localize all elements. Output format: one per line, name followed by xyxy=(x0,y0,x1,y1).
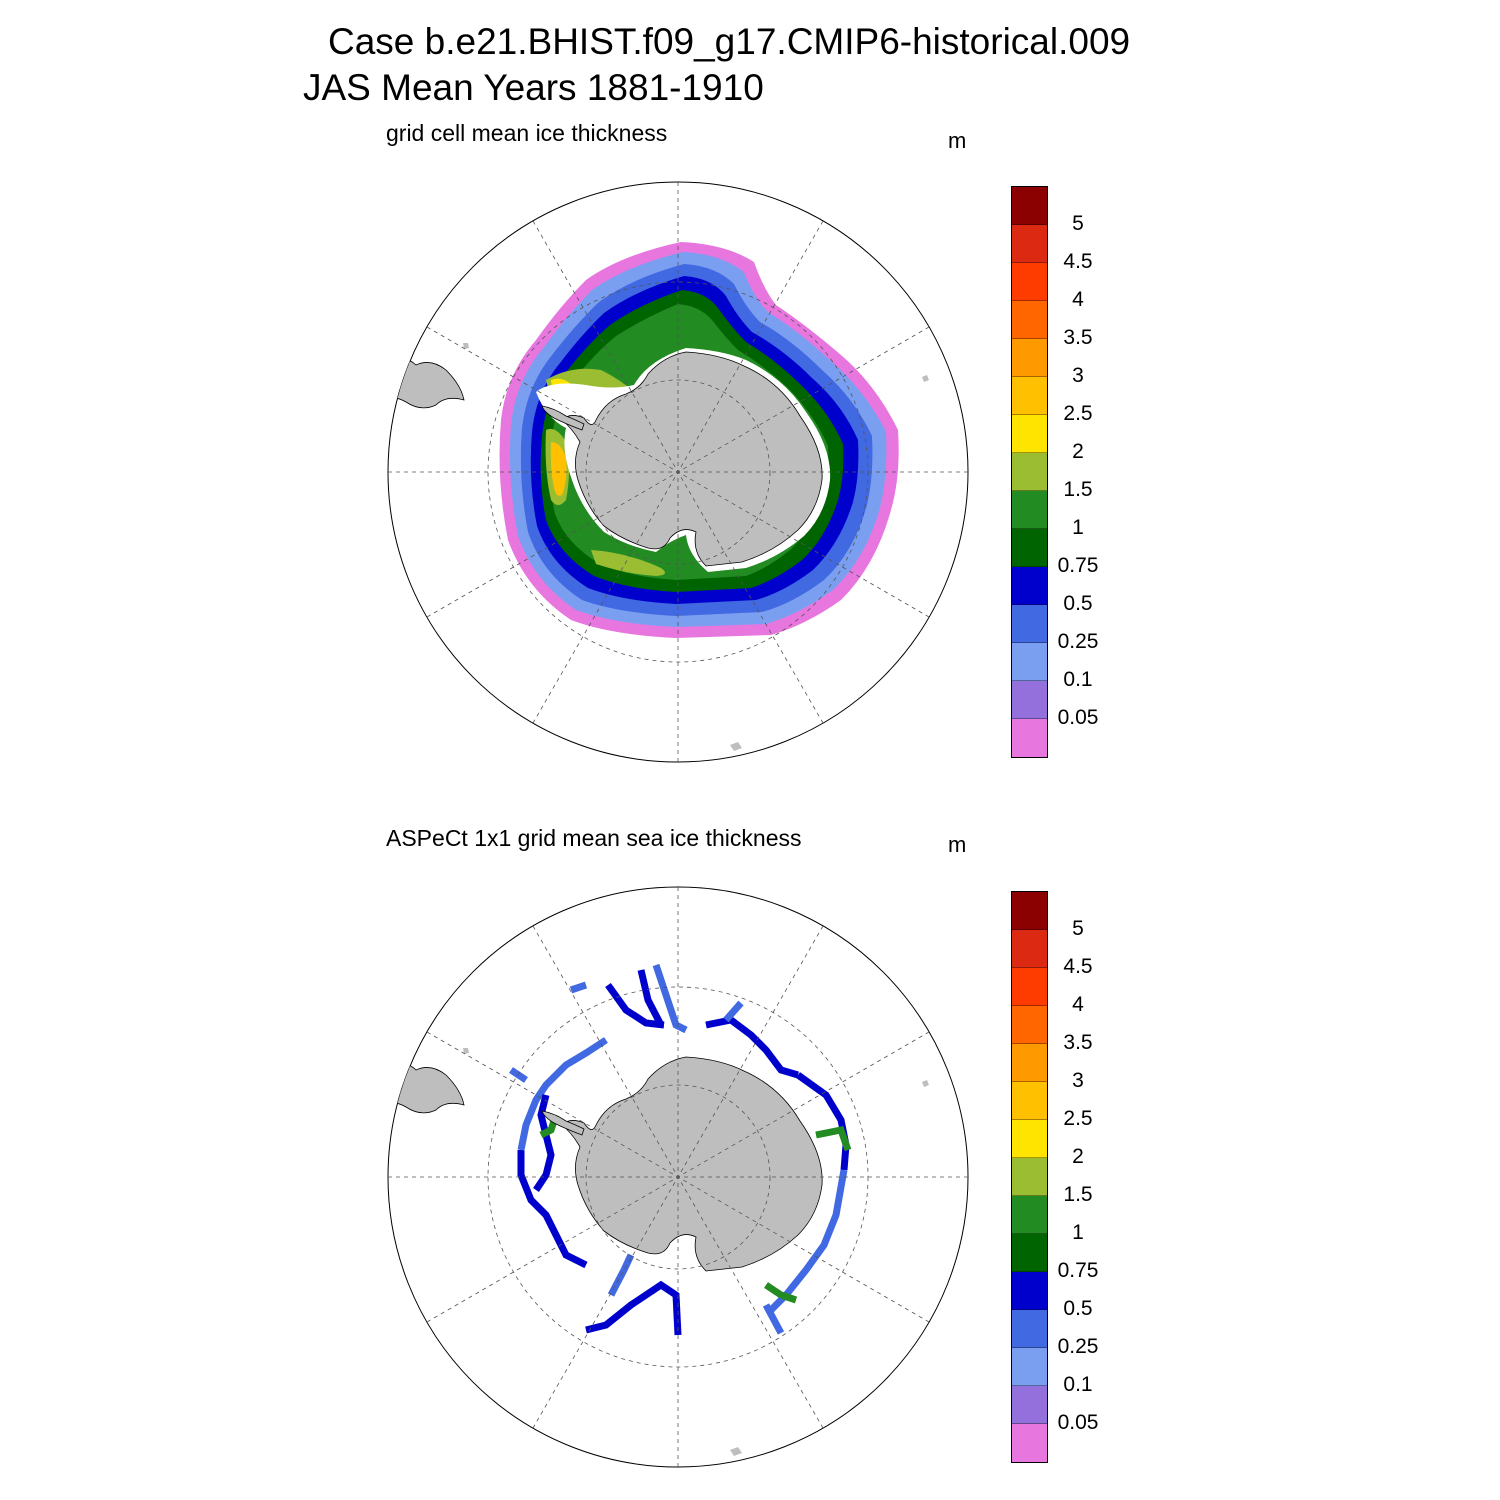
colorbar-swatch xyxy=(1012,1272,1047,1310)
colorbar-swatch xyxy=(1012,187,1047,225)
colorbar-level-label: 0.25 xyxy=(1057,630,1099,653)
colorbar-level-label: 0.05 xyxy=(1057,1411,1099,1434)
colorbar-swatch xyxy=(1012,681,1047,719)
colorbar-swatch xyxy=(1012,567,1047,605)
polar-map-model xyxy=(387,181,969,763)
small-island xyxy=(463,343,469,349)
colorbar-swatch xyxy=(1012,719,1047,757)
figure-title-line-1: Case b.e21.BHIST.f09_g17.CMIP6-historica… xyxy=(328,21,1131,62)
small-island xyxy=(730,1447,742,1456)
ship-track xyxy=(585,1280,682,1336)
colorbar-level-label: 2 xyxy=(1072,440,1084,463)
colorbar-swatch xyxy=(1012,1234,1047,1272)
colorbar-level-label: 0.05 xyxy=(1057,706,1099,729)
small-island xyxy=(922,375,929,382)
colorbar-level-label: 3.5 xyxy=(1063,326,1093,349)
ice-band-2-ross xyxy=(591,550,665,576)
ship-track xyxy=(509,1067,528,1083)
colorbar-level-label: 5 xyxy=(1072,212,1084,235)
colorbar-level-label: 2 xyxy=(1072,1145,1084,1168)
colorbar-level-label: 2.5 xyxy=(1063,1107,1093,1130)
colorbar-swatch xyxy=(1012,1082,1047,1120)
colorbar-level-label: 0.5 xyxy=(1063,592,1093,615)
colorbar-level-label: 0.75 xyxy=(1057,554,1099,577)
ship-track xyxy=(762,1303,785,1335)
colorbar-swatch xyxy=(1012,1044,1047,1082)
colorbar-level-label: 4 xyxy=(1072,993,1084,1016)
colorbar-swatch xyxy=(1012,930,1047,968)
colorbar-level-label: 4.5 xyxy=(1063,250,1093,273)
graticule xyxy=(388,887,968,1467)
ship-track xyxy=(605,982,665,1029)
ice-band-2.5-peninsula xyxy=(550,442,567,496)
colorbar-swatch xyxy=(1012,529,1047,567)
small-island xyxy=(463,1048,469,1054)
colorbar-swatch xyxy=(1012,1006,1047,1044)
colorbar-level-label: 3.5 xyxy=(1063,1031,1093,1054)
colorbar-level-label: 0.5 xyxy=(1063,1297,1093,1320)
colorbar-swatch xyxy=(1012,415,1047,453)
colorbar-swatch xyxy=(1012,643,1047,681)
colorbar-panel-1 xyxy=(1011,186,1048,758)
colorbar-swatch xyxy=(1012,301,1047,339)
antarctica-landmass xyxy=(561,351,823,567)
colorbar-swatch xyxy=(1012,1424,1047,1462)
antarctic-peninsula xyxy=(541,405,585,431)
colorbar-swatch xyxy=(1012,491,1047,529)
colorbar-level-label: 0.1 xyxy=(1063,668,1093,691)
antarctic-peninsula xyxy=(541,1110,585,1136)
colorbar-swatch xyxy=(1012,892,1047,930)
colorbar-swatch xyxy=(1012,263,1047,301)
ship-track xyxy=(795,1072,850,1171)
colorbar-swatch xyxy=(1012,1120,1047,1158)
colorbar-swatch xyxy=(1012,605,1047,643)
colorbar-panel-2 xyxy=(1011,891,1048,1463)
polar-map-observations xyxy=(387,886,969,1468)
ship-track xyxy=(569,981,588,994)
colorbar-swatch xyxy=(1012,1158,1047,1196)
colorbar-level-label: 1.5 xyxy=(1063,1183,1093,1206)
colorbar-level-label: 4.5 xyxy=(1063,955,1093,978)
colorbar-level-label: 0.25 xyxy=(1057,1335,1099,1358)
colorbar-level-label: 2.5 xyxy=(1063,402,1093,425)
ship-track xyxy=(607,1253,635,1297)
colorbar-level-label: 3 xyxy=(1072,364,1084,387)
colorbar-level-label: 4 xyxy=(1072,288,1084,311)
panel-1-label: grid cell mean ice thickness xyxy=(386,120,668,146)
colorbar-level-label: 1 xyxy=(1072,516,1084,539)
ship-track xyxy=(652,963,688,1034)
colorbar-level-label: 0.1 xyxy=(1063,1373,1093,1396)
colorbar-level-label: 5 xyxy=(1072,917,1084,940)
small-island xyxy=(730,742,742,751)
colorbar-swatch xyxy=(1012,453,1047,491)
colorbar-level-label: 0.75 xyxy=(1057,1259,1099,1282)
figure-title-line-2: JAS Mean Years 1881-1910 xyxy=(303,67,764,108)
colorbar-level-label: 3 xyxy=(1072,1069,1084,1092)
colorbar-swatch xyxy=(1012,968,1047,1006)
colorbar-swatch xyxy=(1012,1348,1047,1386)
panel-2-label: ASPeCt 1x1 grid mean sea ice thickness xyxy=(386,825,802,851)
colorbar-swatch xyxy=(1012,1310,1047,1348)
panel-1-units: m xyxy=(948,128,967,153)
ship-track xyxy=(764,1282,798,1304)
small-island xyxy=(922,1080,929,1087)
ship-track xyxy=(637,969,665,1027)
panel-2-units: m xyxy=(948,832,967,857)
colorbar-swatch xyxy=(1012,1196,1047,1234)
colorbar-swatch xyxy=(1012,377,1047,415)
ship-track xyxy=(517,1150,588,1269)
colorbar-swatch xyxy=(1012,1386,1047,1424)
colorbar-swatch xyxy=(1012,225,1047,263)
ship-track xyxy=(723,1000,744,1023)
graticule xyxy=(388,182,968,762)
ship-track xyxy=(705,1016,799,1079)
colorbar-level-label: 1 xyxy=(1072,1221,1084,1244)
colorbar-swatch xyxy=(1012,339,1047,377)
colorbar-level-label: 1.5 xyxy=(1063,478,1093,501)
ship-track xyxy=(517,1037,608,1151)
ship-track xyxy=(815,1125,852,1152)
antarctica-landmass xyxy=(561,1056,823,1272)
